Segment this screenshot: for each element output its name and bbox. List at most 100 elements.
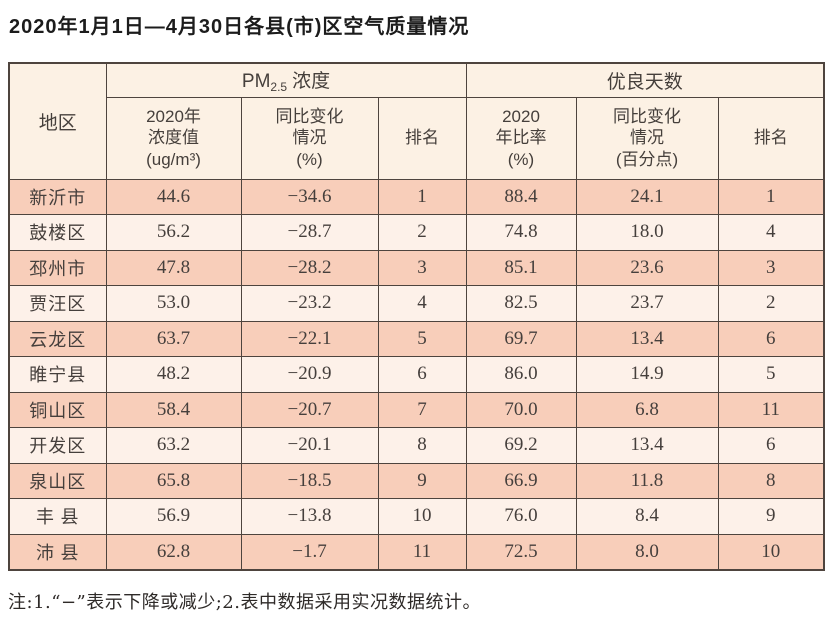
pm-value-cell: 44.6 (105, 178, 242, 215)
pm-value-cell: 47.8 (105, 249, 242, 286)
region-cell: 泉山区 (8, 462, 107, 499)
gd-change-cell: 13.4 (575, 320, 719, 357)
gd-change-cell: 11.8 (575, 462, 719, 499)
pm-value-cell: 53.0 (105, 285, 242, 322)
pm-value-cell: 56.2 (105, 214, 242, 251)
pm-change-cell: −18.5 (240, 462, 379, 499)
table-footnote: 注:1.“−”表示下降或减少;2.表中数据采用实况数据统计。 (8, 592, 481, 613)
pm25-label-suffix: 浓度 (292, 71, 331, 93)
gd-ratio-cell: 88.4 (465, 178, 577, 215)
region-cell: 睢宁县 (8, 356, 107, 393)
gd-ratio-cell: 86.0 (465, 356, 577, 393)
pm25-subscript: 2.5 (270, 80, 288, 95)
pm-rank-cell: 8 (377, 427, 467, 464)
table-row: 睢宁县 48.2 −20.9 6 86.0 14.9 5 (8, 356, 825, 393)
table-row: 铜山区 58.4 −20.7 7 70.0 6.8 11 (8, 391, 825, 428)
region-cell: 丰 县 (8, 498, 107, 535)
region-cell: 云龙区 (8, 320, 107, 357)
table-row: 沛 县 62.8 −1.7 11 72.5 8.0 10 (8, 533, 825, 570)
gd-rank-cell: 4 (717, 214, 825, 251)
pm-change-cell: −20.9 (240, 356, 379, 393)
region-cell: 贾汪区 (8, 285, 107, 322)
column-header-pm-change: 同比变化 情况 (%) (240, 96, 379, 180)
gd-change-cell: 23.6 (575, 249, 719, 286)
pm-change-cell: −28.7 (240, 214, 379, 251)
column-group-good-days: 优良天数 (465, 62, 825, 98)
pm-value-cell: 63.7 (105, 320, 242, 357)
pm-rank-cell: 1 (377, 178, 467, 215)
region-cell: 铜山区 (8, 391, 107, 428)
gd-ratio-cell: 74.8 (465, 214, 577, 251)
gd-rank-cell: 10 (717, 533, 825, 570)
pm-rank-cell: 2 (377, 214, 467, 251)
gd-change-cell: 6.8 (575, 391, 719, 428)
page-title: 2020年1月1日—4月30日各县(市)区空气质量情况 (9, 16, 470, 38)
pm-value-cell: 65.8 (105, 462, 242, 499)
region-cell: 鼓楼区 (8, 214, 107, 251)
table-row: 新沂市 44.6 −34.6 1 88.4 24.1 1 (8, 178, 825, 215)
pm-change-cell: −20.7 (240, 391, 379, 428)
pm-value-cell: 56.9 (105, 498, 242, 535)
region-cell: 开发区 (8, 427, 107, 464)
gd-rank-cell: 6 (717, 320, 825, 357)
sub-header-row: 2020年 浓度值 (ug/m³) 同比变化 情况 (%) 排名 2020 年比… (9, 96, 825, 180)
region-cell: 新沂市 (8, 178, 107, 215)
table-row: 泉山区 65.8 −18.5 9 66.9 11.8 8 (8, 462, 825, 499)
air-quality-table: 地区 PM2.5 浓度 优良天数 2020年 浓度值 (ug/m³) 同比变化 情… (8, 62, 825, 571)
gd-rank-cell: 1 (717, 178, 825, 215)
gd-change-cell: 14.9 (575, 356, 719, 393)
pm25-label: PM (241, 71, 271, 93)
gd-ratio-cell: 76.0 (465, 498, 577, 535)
gd-ratio-cell: 85.1 (465, 249, 577, 286)
table-row: 邳州市 47.8 −28.2 3 85.1 23.6 3 (8, 249, 825, 286)
pm-change-cell: −13.8 (240, 498, 379, 535)
table-body: 新沂市 44.6 −34.6 1 88.4 24.1 1 鼓楼区 56.2 −2… (8, 178, 825, 570)
pm-rank-cell: 5 (377, 320, 467, 357)
table-header: 地区 PM2.5 浓度 优良天数 2020年 浓度值 (ug/m³) 同比变化 情… (8, 62, 825, 180)
table-row: 贾汪区 53.0 −23.2 4 82.5 23.7 2 (8, 285, 825, 322)
table-row: 开发区 63.2 −20.1 8 69.2 13.4 6 (8, 427, 825, 464)
pm-rank-cell: 10 (377, 498, 467, 535)
gd-rank-cell: 5 (717, 356, 825, 393)
pm-change-cell: −34.6 (240, 178, 379, 215)
pm-value-cell: 63.2 (105, 427, 242, 464)
region-cell: 沛 县 (8, 533, 107, 570)
gd-rank-cell: 2 (717, 285, 825, 322)
column-header-pm-rank: 排名 (377, 96, 467, 180)
gd-change-cell: 13.4 (575, 427, 719, 464)
gd-ratio-cell: 72.5 (465, 533, 577, 570)
table-row: 云龙区 63.7 −22.1 5 69.7 13.4 6 (8, 320, 825, 357)
pm-value-cell: 62.8 (105, 533, 242, 570)
gd-ratio-cell: 69.7 (465, 320, 577, 357)
gd-rank-cell: 9 (717, 498, 825, 535)
pm-rank-cell: 7 (377, 391, 467, 428)
gd-change-cell: 18.0 (575, 214, 719, 251)
gd-rank-cell: 6 (717, 427, 825, 464)
region-cell: 邳州市 (8, 249, 107, 286)
pm-rank-cell: 3 (377, 249, 467, 286)
pm-change-cell: −28.2 (240, 249, 379, 286)
pm-value-cell: 58.4 (105, 391, 242, 428)
pm-change-cell: −22.1 (240, 320, 379, 357)
gd-change-cell: 23.7 (575, 285, 719, 322)
group-header-row: 地区 PM2.5 浓度 优良天数 (8, 62, 825, 180)
pm-rank-cell: 4 (377, 285, 467, 322)
pm-value-cell: 48.2 (105, 356, 242, 393)
gd-ratio-cell: 70.0 (465, 391, 577, 428)
column-header-gd-change: 同比变化 情况 (百分点) (575, 96, 719, 180)
table-row: 鼓楼区 56.2 −28.7 2 74.8 18.0 4 (8, 214, 825, 251)
gd-rank-cell: 11 (717, 391, 825, 428)
gd-change-cell: 8.4 (575, 498, 719, 535)
column-header-gd-ratio: 2020 年比率 (%) (465, 96, 577, 180)
pm-change-cell: −23.2 (240, 285, 379, 322)
gd-ratio-cell: 66.9 (465, 462, 577, 499)
column-header-pm-value: 2020年 浓度值 (ug/m³) (105, 96, 242, 180)
gd-ratio-cell: 69.2 (465, 427, 577, 464)
table-row: 丰 县 56.9 −13.8 10 76.0 8.4 9 (8, 498, 825, 535)
column-header-region: 地区 (8, 62, 107, 180)
column-group-pm25: PM2.5 浓度 (105, 62, 467, 98)
gd-ratio-cell: 82.5 (465, 285, 577, 322)
pm-rank-cell: 9 (377, 462, 467, 499)
gd-rank-cell: 8 (717, 462, 825, 499)
gd-rank-cell: 3 (717, 249, 825, 286)
